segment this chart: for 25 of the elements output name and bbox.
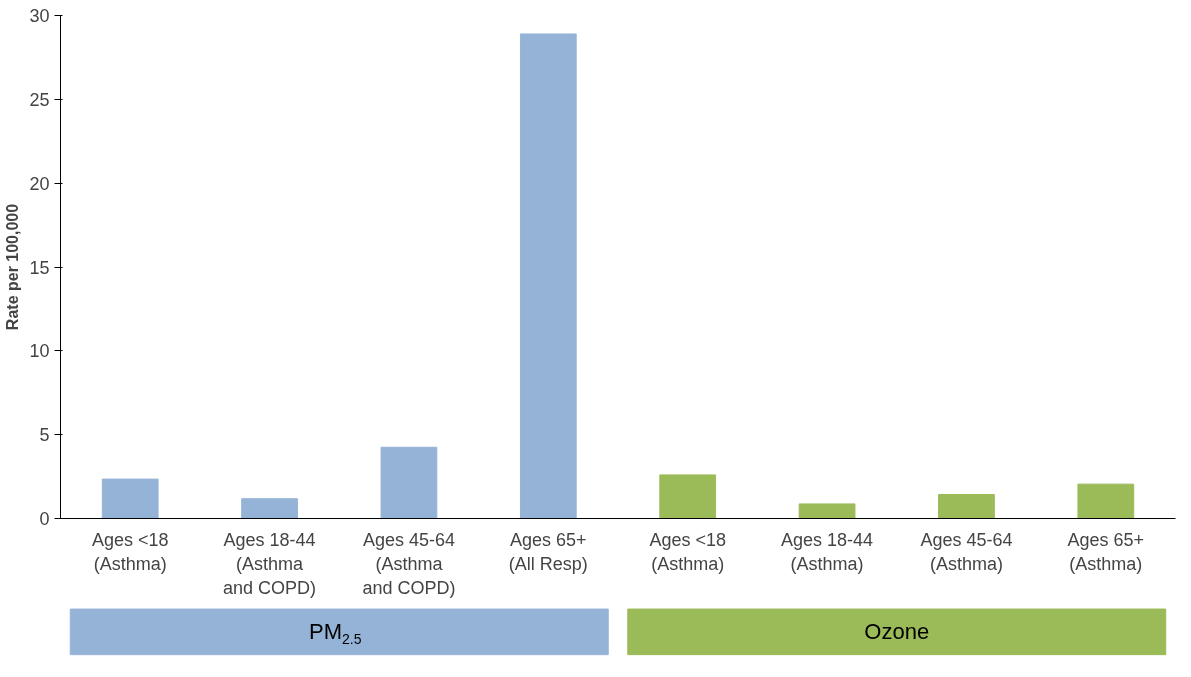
y-tick-label: 10 <box>29 341 50 362</box>
x-tick-label: Ages 65+ (Asthma) <box>1067 529 1145 574</box>
x-tick-label: Ages 18-44 (Asthma) <box>781 529 874 574</box>
x-tick-label: Ages 18-44 (Asthma and COPD) <box>223 529 317 598</box>
y-tick-label: 30 <box>29 6 50 26</box>
y-tick-label: 25 <box>29 89 50 110</box>
x-tick-label: Ages 45-64 (Asthma and COPD) <box>362 529 456 598</box>
y-tick-label: 5 <box>39 425 50 446</box>
x-tick-label: Ages 45-64 (Asthma) <box>920 529 1013 574</box>
y-tick-label: 0 <box>39 509 50 529</box>
bar <box>798 503 856 519</box>
y-tick-label: 15 <box>29 257 50 278</box>
bar <box>938 494 995 519</box>
x-tick-label: Ages 65+ (All Resp) <box>508 529 588 574</box>
bar <box>380 446 438 519</box>
bar <box>659 474 717 519</box>
bar <box>241 498 298 519</box>
y-axis-title: Rate per 100,000 <box>4 203 22 331</box>
y-tick-label: 20 <box>29 173 50 194</box>
x-tick-label: Ages <18 (Asthma) <box>649 529 726 574</box>
bar <box>101 478 159 519</box>
bar <box>519 33 577 519</box>
bar <box>1077 483 1135 519</box>
x-tick-label: Ages <18 (Asthma) <box>91 529 169 574</box>
text: Ozone <box>864 619 930 645</box>
